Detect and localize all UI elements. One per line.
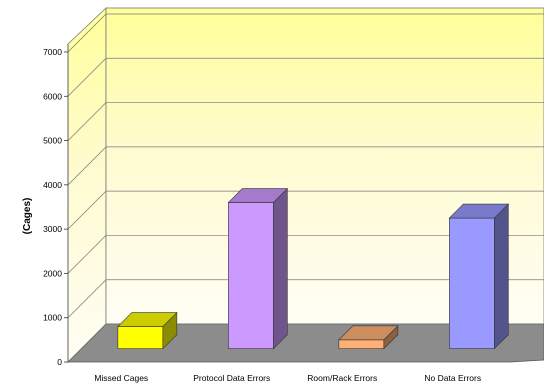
gridline-side <box>67 13 107 53</box>
gridline-side <box>67 146 107 186</box>
bar-front <box>338 339 385 350</box>
y-tick-label: 2000 <box>43 268 62 278</box>
bar-front <box>449 217 495 349</box>
y-axis-label: (Cages) <box>22 198 33 235</box>
bar-front <box>117 326 164 349</box>
y-tick-label: 7000 <box>43 47 62 57</box>
y-tick-label: 5000 <box>43 136 62 146</box>
bar-top <box>117 312 178 327</box>
bar-side <box>494 203 509 350</box>
gridline-side <box>67 323 107 363</box>
side-wall <box>67 7 107 363</box>
y-tick-label: 1000 <box>43 313 62 323</box>
gridline-side <box>67 235 107 274</box>
y-tick-label: 4000 <box>43 180 62 190</box>
gridline-side <box>67 190 107 230</box>
bar-top <box>448 203 510 219</box>
y-tick-label: 3000 <box>43 224 62 234</box>
x-tick-label: Missed Cages <box>94 373 148 383</box>
y-tick-label: 0 <box>57 357 62 367</box>
y-tick-label: 6000 <box>43 91 62 101</box>
gridline-side <box>67 58 107 97</box>
gridline-side <box>67 102 107 141</box>
bar-top <box>338 325 399 341</box>
gridline-side <box>67 279 107 318</box>
bar-top <box>227 188 289 203</box>
bar-front <box>228 202 274 349</box>
bars <box>117 187 510 350</box>
x-tick-label: No Data Errors <box>424 373 481 383</box>
y-axis: 0 1000 2000 3000 4000 5000 6000 7000 <box>43 44 69 367</box>
x-tick-label: Protocol Data Errors <box>193 373 270 383</box>
x-tick-labels: Missed Cages Protocol Data Errors Room/Rac… <box>94 373 481 383</box>
x-tick-label: Room/Rack Errors <box>307 373 377 383</box>
bar-side <box>273 187 288 350</box>
